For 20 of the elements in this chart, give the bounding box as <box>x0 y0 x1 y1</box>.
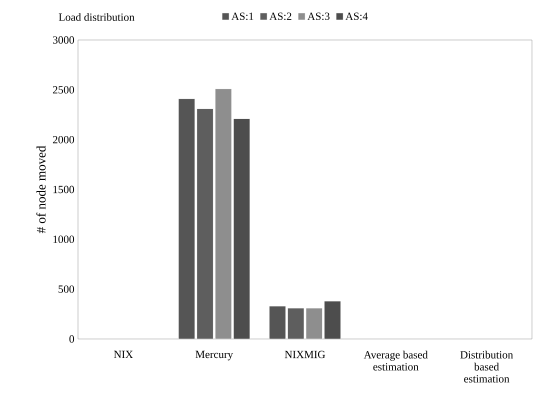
x-tick-label: NIXMIG <box>284 350 326 358</box>
y-tick-label: 0 <box>69 335 74 343</box>
legend-title: Load distribution <box>58 13 134 21</box>
x-tick-label: Distribution based estimation <box>460 350 514 383</box>
y-axis-title: # of node moved <box>36 146 46 234</box>
x-tick-label: NIX <box>114 350 133 358</box>
y-tick-label: 1000 <box>53 236 74 244</box>
legend-label: AS:1 <box>231 12 254 20</box>
bar <box>287 308 304 339</box>
legend-label: AS:3 <box>307 12 330 20</box>
y-tick-label: 500 <box>58 285 74 293</box>
y-tick-label: 1500 <box>53 186 74 194</box>
legend-label: AS:4 <box>345 12 368 20</box>
x-tick-label: Mercury <box>196 350 234 360</box>
y-tick-label: 3000 <box>53 36 74 44</box>
bar <box>196 108 214 339</box>
x-tick-label: Average based estimation <box>364 350 428 371</box>
y-tick-label: 2000 <box>52 136 74 144</box>
legend-label: AS:2 <box>269 12 292 20</box>
y-tick-label: 2500 <box>52 86 74 94</box>
